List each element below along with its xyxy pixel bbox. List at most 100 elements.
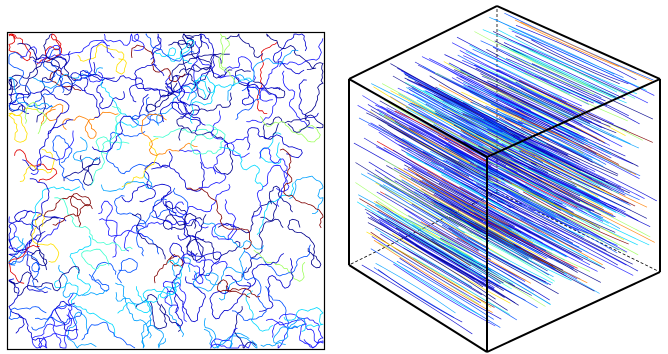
projected-curve [101,173,153,192]
projected-curve [141,113,198,156]
cube-curve [444,244,551,305]
cube-curve [367,104,486,171]
cube-curve [460,69,576,128]
cube-curve [474,64,606,129]
cube-curve [470,196,603,266]
cube-curve [367,222,496,300]
cube-curve [392,149,485,203]
cube-curve [531,39,629,85]
cube-curve [380,105,467,155]
cube-curve [448,216,548,272]
cube-curve [475,67,591,124]
projected-curve [8,249,49,294]
cube-curve [457,54,556,105]
projected-curve [186,238,241,261]
projected-curve [8,210,46,252]
cube-curve [380,233,482,296]
cube-curve [442,105,533,153]
projected-curve [279,38,324,67]
projected-curve [298,79,319,118]
cube-curve [443,159,561,223]
projected-curve [50,305,72,349]
cube-curve [370,231,495,308]
projected-curve [30,130,74,175]
cube-curve [442,100,559,162]
cube-curve [408,215,526,282]
cube-curve [413,257,511,315]
projected-curve [278,313,324,348]
projected-curve [62,111,119,139]
cube-curve [386,107,492,167]
cube-curve [385,181,490,242]
projected-curve [115,292,153,328]
cube-curve [376,146,509,222]
cube-curve [397,87,508,149]
cube-curve [520,218,634,276]
cube-curve [505,130,606,181]
projected-curve [17,265,80,297]
cube-curve [461,112,568,167]
projected-curve [8,61,62,91]
projected-curve [43,195,93,216]
cube-curve [361,264,473,335]
projected-curve [187,187,252,250]
projected-curve [77,43,127,75]
projected-curve [103,33,145,51]
cube-curve [456,227,555,282]
cube-curve [515,24,637,81]
cube-curve [355,182,470,252]
projected-curve [145,33,195,62]
cube-curve [415,174,522,233]
projected-curve [8,33,31,62]
cube-curve [437,87,547,145]
cube-curve [463,84,585,145]
cube-curve [442,105,554,164]
projected-curve [58,50,86,91]
projected-curve [244,244,311,277]
cube-curve [466,121,595,187]
projected-curve [136,286,177,303]
projected-curve [131,213,166,260]
projected-curve [171,101,206,133]
cube-curve [407,79,508,134]
cube-curve [453,97,580,162]
projected-curve [259,147,290,192]
projected-curve [178,149,227,189]
cube-curve [524,72,628,122]
cube-curve [451,204,578,273]
cube-curve [440,237,550,301]
projected-curve [31,186,80,230]
cube-curve [420,221,532,284]
cube-curve [359,198,471,267]
projected-curve [181,253,228,285]
projected-curve [96,81,125,110]
projected-curve [279,148,324,229]
projected-curve [225,33,264,58]
cube-curve [363,137,478,204]
cube-curve [494,56,589,102]
cube-curve [418,234,512,290]
projected-curve [88,261,117,292]
projected-curve [168,257,191,338]
right-curves [352,12,657,335]
projected-curve [15,313,47,349]
cube-curve [407,76,508,130]
cube-curve [387,124,486,181]
cube-curve [404,77,516,137]
cube-curve [376,117,465,168]
cube-curve [422,151,534,211]
projected-curve [17,42,38,99]
projected-curve [218,33,236,84]
cube-front-edges [348,5,661,353]
cube-curve [415,245,519,306]
projected-curve [233,306,257,349]
projected-curve [69,235,92,296]
cube-curve [492,31,628,95]
cube-curve [377,200,474,258]
projected-curve [81,321,136,349]
cube-curve [358,194,490,274]
projected-curve [227,49,299,101]
cube-curve [448,100,576,166]
cube-curve [506,58,629,117]
cube-curve [393,262,481,316]
